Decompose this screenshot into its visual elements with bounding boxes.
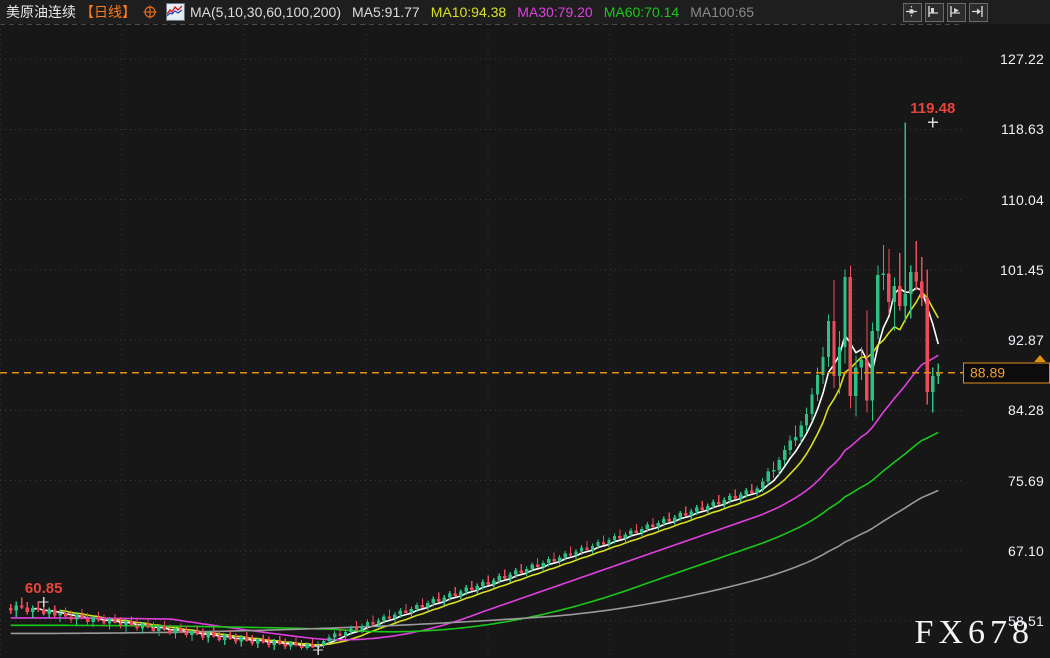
symbol-label[interactable]: 美原油连续 — [6, 4, 76, 20]
price-axis[interactable]: 127.22 118.63 110.04 101.45 92.87 84.28 75.69 6… — [963, 24, 1050, 658]
axis-label: 127.22 — [999, 51, 1044, 67]
indicator-label: MA(5,10,30,60,100,200) — [190, 4, 341, 20]
current-price-tag[interactable]: 88.89 — [963, 362, 1050, 384]
ma5-value: MA5:91.77 — [352, 4, 420, 20]
align-right-icon[interactable] — [947, 3, 966, 22]
scroll-to-end-icon[interactable] — [969, 3, 988, 22]
price-tag-arrow-icon — [1034, 354, 1046, 362]
crosshair-icon[interactable] — [142, 4, 158, 20]
ma10-value: MA10:94.38 — [430, 4, 507, 20]
axis-label: 84.28 — [1007, 402, 1044, 419]
axis-label: 110.04 — [1001, 191, 1044, 208]
period-label[interactable]: 【日线】 — [80, 4, 136, 20]
axis-label: 67.10 — [1007, 542, 1044, 559]
axis-label: 101.45 — [999, 261, 1044, 278]
axis-label: 58.51 — [1007, 613, 1044, 630]
axis-label: 118.63 — [1001, 121, 1044, 138]
chart-toolbar — [903, 3, 988, 22]
first-low-annotation: 60.85 — [24, 579, 63, 597]
ma30-value: MA30:79.20 — [517, 4, 593, 20]
axis-label: 92.87 — [1007, 332, 1044, 349]
fit-screen-icon[interactable] — [903, 3, 922, 22]
ma60-value: MA60:70.14 — [603, 4, 680, 20]
watermark: FX678 — [914, 614, 1034, 651]
chart-header: 美原油连续 【日线】 MA(5,10,30,60,100,200) MA5:91… — [0, 0, 1050, 24]
ma-indicator-icon[interactable] — [166, 3, 185, 21]
axis-label: 75.69 — [1007, 472, 1044, 489]
high-annotation: 119.48 — [910, 100, 956, 118]
ma100-value: MA100:65 — [690, 4, 755, 20]
align-left-icon[interactable] — [925, 3, 944, 22]
